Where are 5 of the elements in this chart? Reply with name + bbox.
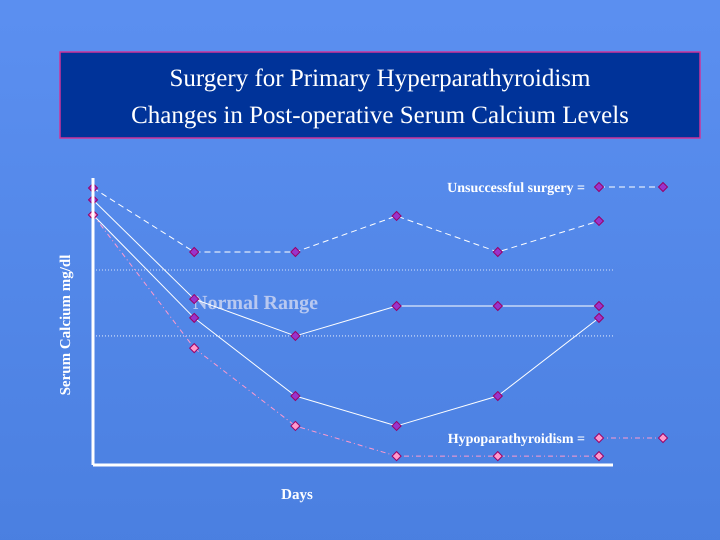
legend-label: Hypoparathyroidism = bbox=[448, 432, 586, 447]
x-axis-title: Days bbox=[281, 487, 313, 503]
chart-title: Surgery for Primary Hyperparathyroidism Changes in Post-operative Serum Calcium Levels bbox=[131, 65, 629, 129]
y-axis-title: Serum Calcium mg/dl bbox=[58, 254, 74, 396]
legend-label: Unsuccessful surgery = bbox=[447, 181, 586, 196]
